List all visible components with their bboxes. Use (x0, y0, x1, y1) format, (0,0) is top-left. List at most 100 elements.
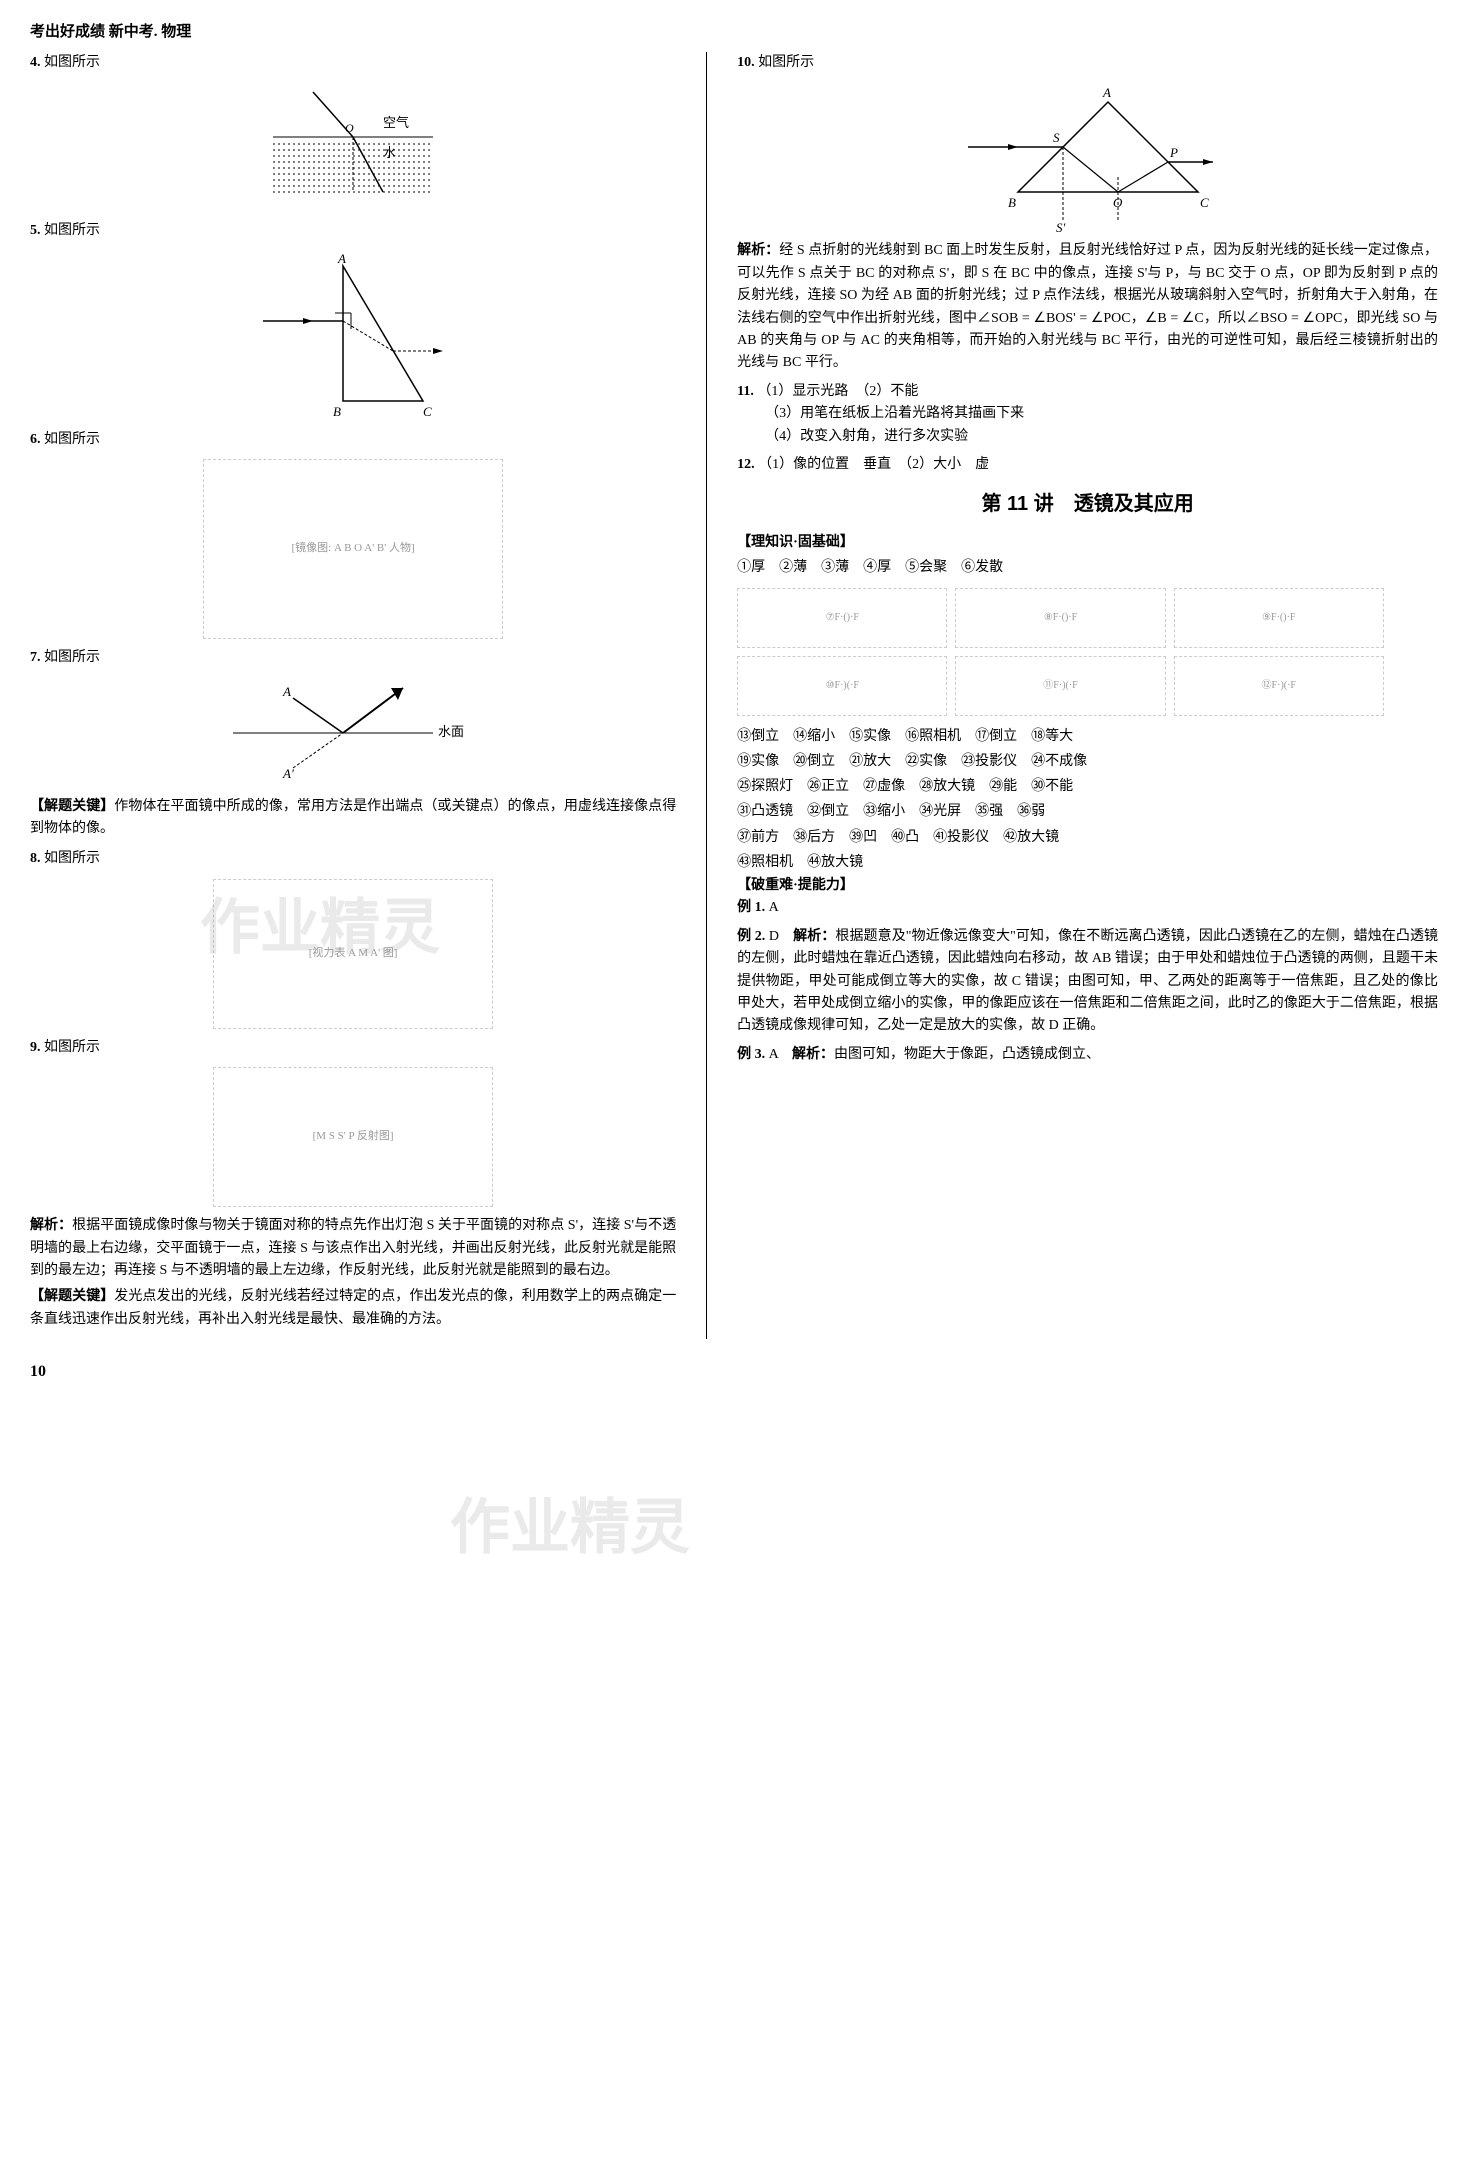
svg-text:P: P (1169, 145, 1178, 160)
q5-diagram: A B C (243, 251, 463, 421)
q6-diagram: [镜像图: A B O A' B' 人物] (203, 459, 503, 639)
basics-line7: ㊸照相机 ㊹放大镜 (737, 850, 1438, 875)
q8-text: 如图所示 (44, 851, 100, 866)
q12-number: 12. (737, 457, 755, 472)
ex2-explain-text: 根据题意及"物近像远像变大"可知，像在不断远离凸透镜，因此凸透镜在乙的左侧，蜡烛… (737, 929, 1438, 1034)
question-8: 8. 如图所示 [视力表 A M A' 图] (30, 848, 676, 1028)
ex2-explain-label: 解析： (793, 929, 835, 944)
question-7: 7. 如图所示 A A' 水面 【解题关键】作物体在平面镜中所成的像，常用方法是… (30, 647, 676, 840)
q7-number: 7. (30, 650, 41, 665)
lens-7: ⑦ F·()·F (737, 588, 947, 648)
q9-key-label: 【解题关键】 (30, 1289, 114, 1304)
q7-key: 【解题关键】作物体在平面镜中所成的像，常用方法是作出端点（或关键点）的像点，用虚… (30, 796, 676, 841)
basics-line5: ㉛凸透镜 ㉜倒立 ㉝缩小 ㉞光屏 ㉟强 ㊱弱 (737, 799, 1438, 824)
question-5: 5. 如图所示 A B C (30, 220, 676, 420)
lens-8: ⑧ F·()·F (955, 588, 1165, 648)
q9-number: 9. (30, 1040, 41, 1055)
left-column: 4. 如图所示 (30, 52, 686, 1339)
q7-water-label: 水面 (438, 724, 464, 739)
question-6: 6. 如图所示 [镜像图: A B O A' B' 人物] (30, 429, 676, 639)
advanced-heading: 【破重难·提能力】 (737, 875, 1438, 897)
q6-number: 6. (30, 432, 41, 447)
page-header: 考出好成绩 新中考. 物理 (30, 20, 1438, 44)
q10-explain-label: 解析： (737, 243, 779, 258)
q10-number: 10. (737, 55, 755, 70)
ex1-answer: A (769, 900, 779, 915)
page-number: 10 (30, 1359, 1438, 1385)
q5-text: 如图所示 (44, 223, 100, 238)
question-4: 4. 如图所示 (30, 52, 676, 212)
ex3-explain-text: 由图可知，物距大于像距，凸透镜成倒立、 (834, 1047, 1100, 1062)
column-divider (706, 52, 707, 1339)
q9-explain-label: 解析： (30, 1218, 72, 1233)
q7-diagram: A A' 水面 (223, 678, 483, 788)
right-column: 10. 如图所示 A B C O S (727, 52, 1438, 1339)
q4-text: 如图所示 (44, 55, 100, 70)
ex2-answer: D (769, 929, 779, 944)
q12-text: （1）像的位置 垂直 （2）大小 虚 (758, 457, 989, 472)
q4-number: 4. (30, 55, 41, 70)
q7-text: 如图所示 (44, 650, 100, 665)
example-3: 例 3. A 解析：由图可知，物距大于像距，凸透镜成倒立、 (737, 1044, 1438, 1066)
ex2-label: 例 2. (737, 929, 765, 944)
q4-diagram: 空气 水 O (253, 82, 453, 212)
svg-text:C: C (423, 404, 432, 419)
advanced-section: 【破重难·提能力】 例 1. A 例 2. D 解析：根据题意及"物近像远像变大… (737, 875, 1438, 1066)
q10-explain: 解析：经 S 点折射的光线射到 BC 面上时发生反射，且反射光线恰好过 P 点，… (737, 240, 1438, 374)
q10-explain-text: 经 S 点折射的光线射到 BC 面上时发生反射，且反射光线恰好过 P 点，因为反… (737, 243, 1438, 370)
q10-diagram: A B C O S S' P (948, 82, 1228, 232)
q7-key-text: 作物体在平面镜中所成的像，常用方法是作出端点（或关键点）的像点，用虚线连接像点得… (30, 799, 676, 836)
svg-text:O: O (345, 121, 354, 135)
basics-line2: ⑬倒立 ⑭缩小 ⑮实像 ⑯照相机 ⑰倒立 ⑱等大 (737, 724, 1438, 749)
q11-p4: （4）改变入射角，进行多次实验 (765, 429, 968, 444)
svg-text:S: S (1053, 130, 1060, 145)
ex1-label: 例 1. (737, 900, 765, 915)
basics-line3: ⑲实像 ⑳倒立 ㉑放大 ㉒实像 ㉓投影仪 ㉔不成像 (737, 749, 1438, 774)
svg-text:B: B (333, 404, 341, 419)
q9-explain: 解析：根据平面镜成像时像与物关于镜面对称的特点先作出灯泡 S 关于平面镜的对称点… (30, 1215, 676, 1282)
q7-key-label: 【解题关键】 (30, 799, 114, 814)
watermark: 作业精灵 (450, 1480, 690, 1576)
q11-p3: （3）用笔在纸板上沿着光路将其描画下来 (765, 406, 1024, 421)
svg-text:B: B (1008, 195, 1016, 210)
q10-text: 如图所示 (758, 55, 814, 70)
q9-key-text: 发光点发出的光线，反射光线若经过特定的点，作出发光点的像，利用数学上的两点确定一… (30, 1289, 676, 1326)
example-2: 例 2. D 解析：根据题意及"物近像远像变大"可知，像在不断远离凸透镜，因此凸… (737, 926, 1438, 1038)
svg-text:S': S' (1056, 220, 1066, 232)
basics-section: 【理知识·固基础】 ①厚 ②薄 ③薄 ④厚 ⑤会聚 ⑥发散 ⑦ F·()·F ⑧… (737, 532, 1438, 875)
svg-text:A: A (1102, 85, 1111, 100)
q4-water-label: 水 (383, 145, 396, 160)
question-10: 10. 如图所示 A B C O S (737, 52, 1438, 375)
svg-text:A': A' (282, 766, 294, 781)
q4-air-label: 空气 (383, 115, 409, 130)
q11-number: 11. (737, 384, 754, 399)
lens-10: ⑩ F·)(·F (737, 656, 947, 716)
lens-diagrams-row: ⑦ F·()·F ⑧ F·()·F ⑨ F·()·F ⑩ F·)(·F ⑪ F·… (737, 588, 1438, 716)
svg-text:O: O (1113, 195, 1123, 210)
two-column-layout: 4. 如图所示 (30, 52, 1438, 1339)
ex3-label: 例 3. (737, 1047, 765, 1062)
lens-9: ⑨ F·()·F (1174, 588, 1384, 648)
basics-line4: ㉕探照灯 ㉖正立 ㉗虚像 ㉘放大镜 ㉙能 ㉚不能 (737, 774, 1438, 799)
q8-number: 8. (30, 851, 41, 866)
basics-heading: 【理知识·固基础】 (737, 532, 1438, 554)
basics-line6: ㊲前方 ㊳后方 ㊴凹 ㊵凸 ㊶投影仪 ㊷放大镜 (737, 825, 1438, 850)
q8-diagram: [视力表 A M A' 图] (213, 879, 493, 1029)
example-1: 例 1. A (737, 897, 1438, 919)
q6-text: 如图所示 (44, 432, 100, 447)
question-11: 11. （1）显示光路 （2）不能 （3）用笔在纸板上沿着光路将其描画下来 （4… (737, 381, 1438, 448)
svg-text:A: A (282, 684, 291, 699)
svg-text:C: C (1200, 195, 1209, 210)
q11-p1: （1）显示光路 （2）不能 (757, 384, 918, 399)
q9-key: 【解题关键】发光点发出的光线，反射光线若经过特定的点，作出发光点的像，利用数学上… (30, 1286, 676, 1331)
q5-number: 5. (30, 223, 41, 238)
question-12: 12. （1）像的位置 垂直 （2）大小 虚 (737, 454, 1438, 476)
lens-11: ⑪ F·)(·F (955, 656, 1165, 716)
question-9: 9. 如图所示 [M S S' P 反射图] 解析：根据平面镜成像时像与物关于镜… (30, 1037, 676, 1331)
q9-explain-text: 根据平面镜成像时像与物关于镜面对称的特点先作出灯泡 S 关于平面镜的对称点 S'… (30, 1218, 676, 1278)
lens-12: ⑫ F·)(·F (1174, 656, 1384, 716)
ex3-explain-label: 解析： (792, 1047, 834, 1062)
section-11-title: 第 11 讲 透镜及其应用 (737, 488, 1438, 520)
svg-text:A: A (337, 251, 346, 266)
q9-text: 如图所示 (44, 1040, 100, 1055)
